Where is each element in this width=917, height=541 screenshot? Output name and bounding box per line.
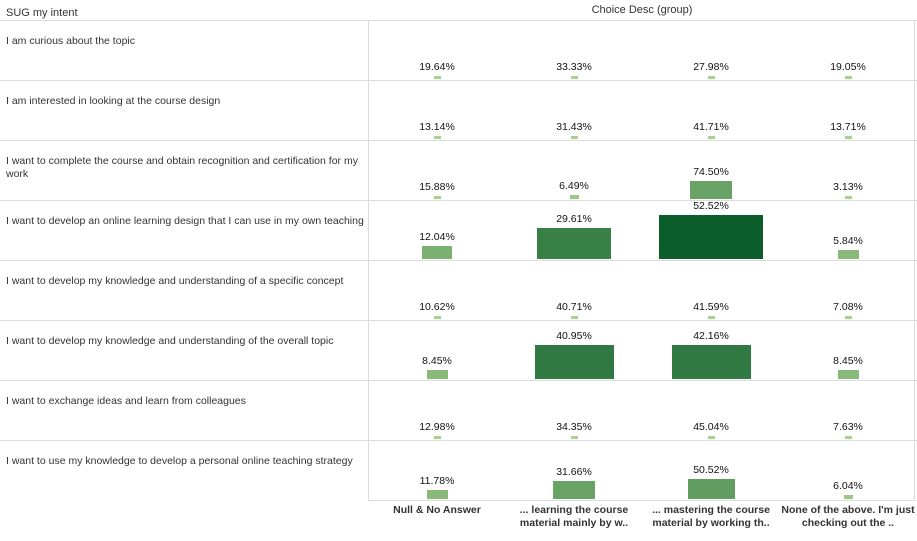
data-label: 33.33% xyxy=(556,61,592,73)
heatmap-mark xyxy=(571,316,578,319)
column-header: Choice Desc (group) xyxy=(591,4,693,16)
heatmap-mark xyxy=(672,345,751,379)
data-label: 29.61% xyxy=(556,213,592,225)
heatmap-mark xyxy=(422,246,452,259)
data-label: 12.04% xyxy=(419,231,455,243)
heatmap-mark xyxy=(659,215,763,259)
heatmap-mark xyxy=(708,76,715,79)
table-row: I want to exchange ideas and learn from … xyxy=(0,380,917,441)
data-label: 50.52% xyxy=(693,464,729,476)
heatmap-mark xyxy=(537,228,611,259)
heatmap-mark xyxy=(690,181,732,199)
data-label: 41.59% xyxy=(693,301,729,313)
data-label: 34.35% xyxy=(556,421,592,433)
data-label: 5.84% xyxy=(833,235,863,247)
heatmap-mark xyxy=(708,316,715,319)
data-label: 40.95% xyxy=(556,330,592,342)
data-label: 31.66% xyxy=(556,466,592,478)
data-label: 31.43% xyxy=(556,121,592,133)
data-label: 74.50% xyxy=(693,166,729,178)
heatmap-mark xyxy=(427,370,448,379)
heatmap-mark xyxy=(553,481,595,499)
data-label: 13.14% xyxy=(419,121,455,133)
table-row: I want to complete the course and obtain… xyxy=(0,140,917,201)
data-label: 6.49% xyxy=(559,180,589,192)
data-label: 7.63% xyxy=(833,421,863,433)
column-label: ... learning the course material mainly … xyxy=(519,504,629,529)
data-label: 10.62% xyxy=(419,301,455,313)
heatmap-mark xyxy=(845,436,852,439)
heatmap-mark xyxy=(434,136,441,139)
data-label: 52.52% xyxy=(693,200,729,212)
table-row: I am interested in looking at the course… xyxy=(0,80,917,141)
data-label: 41.71% xyxy=(693,121,729,133)
data-label: 19.64% xyxy=(419,61,455,73)
data-label: 13.71% xyxy=(830,121,866,133)
heatmap-mark xyxy=(571,136,578,139)
heatmap-mark xyxy=(845,196,852,199)
grid-line-left xyxy=(368,20,369,500)
heatmap-mark xyxy=(434,316,441,319)
table-row: I want to develop my knowledge and under… xyxy=(0,320,917,381)
data-label: 8.45% xyxy=(422,355,452,367)
row-label: I want to develop my knowledge and under… xyxy=(6,335,334,347)
row-header: SUG my intent xyxy=(6,7,78,19)
data-label: 8.45% xyxy=(833,355,863,367)
heatmap-mark xyxy=(571,76,578,79)
data-label: 42.16% xyxy=(693,330,729,342)
table-row: I want to develop an online learning des… xyxy=(0,200,917,261)
data-label: 19.05% xyxy=(830,61,866,73)
row-label: I want to use my knowledge to develop a … xyxy=(6,455,353,467)
data-label: 7.08% xyxy=(833,301,863,313)
heatmap-mark xyxy=(434,196,441,199)
table-row: I am curious about the topic xyxy=(0,20,917,81)
grid-line-right xyxy=(914,20,915,500)
row-label: I am interested in looking at the course… xyxy=(6,95,221,107)
heatmap-mark xyxy=(688,479,735,499)
heatmap-mark xyxy=(570,195,579,199)
data-label: 15.88% xyxy=(419,181,455,193)
row-label: I want to develop an online learning des… xyxy=(6,215,364,227)
row-label: I want to exchange ideas and learn from … xyxy=(6,395,246,407)
heatmap-mark xyxy=(571,436,578,439)
data-label: 6.04% xyxy=(833,480,863,492)
heatmap-mark xyxy=(844,495,853,499)
heatmap-mark xyxy=(434,436,441,439)
data-label: 12.98% xyxy=(419,421,455,433)
data-label: 11.78% xyxy=(419,475,455,487)
grid-line-bottom xyxy=(368,500,915,501)
data-label: 45.04% xyxy=(693,421,729,433)
heatmap-mark xyxy=(535,345,614,379)
heatmap-mark xyxy=(845,136,852,139)
table-row: I want to use my knowledge to develop a … xyxy=(0,440,917,501)
row-label: I am curious about the topic xyxy=(6,35,135,47)
heatmap-mark xyxy=(708,436,715,439)
heatmap-mark xyxy=(838,250,859,259)
data-label: 40.71% xyxy=(556,301,592,313)
data-label: 3.13% xyxy=(833,181,863,193)
column-label: Null & No Answer xyxy=(393,504,481,516)
column-label: None of the above. I'm just checking out… xyxy=(781,504,915,529)
heatmap-mark xyxy=(838,370,859,379)
heatmap-mark xyxy=(434,76,441,79)
table-row: I want to develop my knowledge and under… xyxy=(0,260,917,321)
data-label: 27.98% xyxy=(693,61,729,73)
column-label: ... mastering the course material by wor… xyxy=(652,504,770,529)
heatmap-mark xyxy=(427,490,448,499)
heatmap-mark xyxy=(845,316,852,319)
heatmap-mark xyxy=(845,76,852,79)
row-label: I want to develop my knowledge and under… xyxy=(6,275,344,287)
heatmap-mark xyxy=(708,136,715,139)
row-label: I want to complete the course and obtain… xyxy=(6,155,358,180)
